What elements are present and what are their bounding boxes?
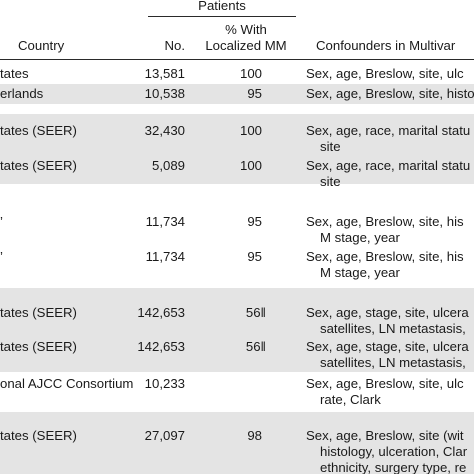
table-cell-pct: 100: [239, 158, 262, 173]
table-cell-pct: 100: [239, 66, 262, 81]
table-cell-no: 32,430: [144, 123, 185, 138]
table-cell-confounders: Sex, age, race, marital statu: [306, 158, 471, 173]
header-rule: [0, 59, 474, 60]
table-cell-confounders-cont: site: [320, 139, 341, 154]
table-cell-confounders-cont: satellites, LN metastasis,: [320, 321, 466, 336]
pct-header-line1: % With: [225, 22, 267, 37]
table-cell-country: tates (SEER): [0, 305, 77, 320]
table-cell-confounders: Sex, age, Breslow, site, histolog: [306, 86, 474, 101]
no-header: No.: [164, 38, 185, 53]
table-cell-no: 11,734: [145, 249, 185, 264]
patients-group-rule: [148, 16, 296, 17]
table-cell-no: 13,581: [144, 66, 185, 81]
table-cell-no: 10,233: [144, 376, 185, 391]
table-cell-no: 142,653: [137, 339, 185, 354]
table-cell-pct: 95: [247, 249, 262, 264]
table-cell-confounders-cont: M stage, year: [320, 230, 400, 245]
table-cell-confounders-cont: rate, Clark: [320, 392, 381, 407]
table-cell-no: 11,734: [145, 214, 185, 229]
table-cell-confounders: Sex, age, Breslow, site (wit: [306, 428, 464, 443]
table-cell-pct: 95: [247, 214, 262, 229]
table-cell-no: 5,089: [151, 158, 185, 173]
row-band: [0, 412, 474, 474]
row-band: [0, 84, 474, 104]
table-cell-no: 27,097: [144, 428, 185, 443]
table-cell-country: erlands: [0, 86, 44, 101]
table-cell-no: 10,538: [144, 86, 185, 101]
row-band: [0, 114, 474, 184]
patients-group-header: Patients: [198, 0, 246, 13]
table-cell-confounders: Sex, age, Breslow, site, his: [306, 249, 464, 264]
table-cell-no: 142,653: [137, 305, 185, 320]
table-cell-confounders: Sex, age, stage, site, ulcera: [306, 305, 469, 320]
table-cell-pct: 100: [239, 123, 262, 138]
table-cell-confounders-cont: M stage, year: [320, 265, 400, 280]
confounders-header: Confounders in Multivar: [316, 38, 456, 53]
table-cell-country: tates (SEER): [0, 428, 77, 443]
table-cell-country: tates (SEER): [0, 339, 77, 354]
table-cell-country: ’: [0, 214, 3, 229]
pct-header-line2: Localized MM: [205, 38, 287, 53]
table-cell-confounders: Sex, age, race, marital statu: [306, 123, 471, 138]
table-cell-country: tates (SEER): [0, 158, 77, 173]
table-cell-confounders-cont: satellites, LN metastasis,: [320, 355, 466, 370]
table-cell-pct: 98: [247, 428, 262, 443]
table-cell-country: ’: [0, 249, 3, 264]
table-cell-country: tates (SEER): [0, 123, 77, 138]
table-cell-confounders-cont: histology, ulceration, Clar: [320, 444, 468, 459]
table-cell-pct: 56‖: [245, 305, 266, 320]
table-cell-pct: 56‖: [245, 339, 266, 354]
table-cell-confounders: Sex, age, Breslow, site, ulc: [306, 66, 464, 81]
table-cell-pct: 95: [247, 86, 262, 101]
table-cell-confounders-cont: site: [320, 174, 341, 189]
row-band: [0, 288, 474, 372]
table-cell-country: onal AJCC Consortium: [0, 376, 134, 391]
table-cell-confounders-cont: ethnicity, surgery type, re: [320, 460, 467, 474]
table-cell-confounders: Sex, age, Breslow, site, his: [306, 214, 464, 229]
table-cell-confounders: Sex, age, Breslow, site, ulc: [306, 376, 464, 391]
country-header: Country: [18, 38, 65, 53]
table-cell-confounders: Sex, age, stage, site, ulcera: [306, 339, 469, 354]
table-cell-country: tates: [0, 66, 29, 81]
